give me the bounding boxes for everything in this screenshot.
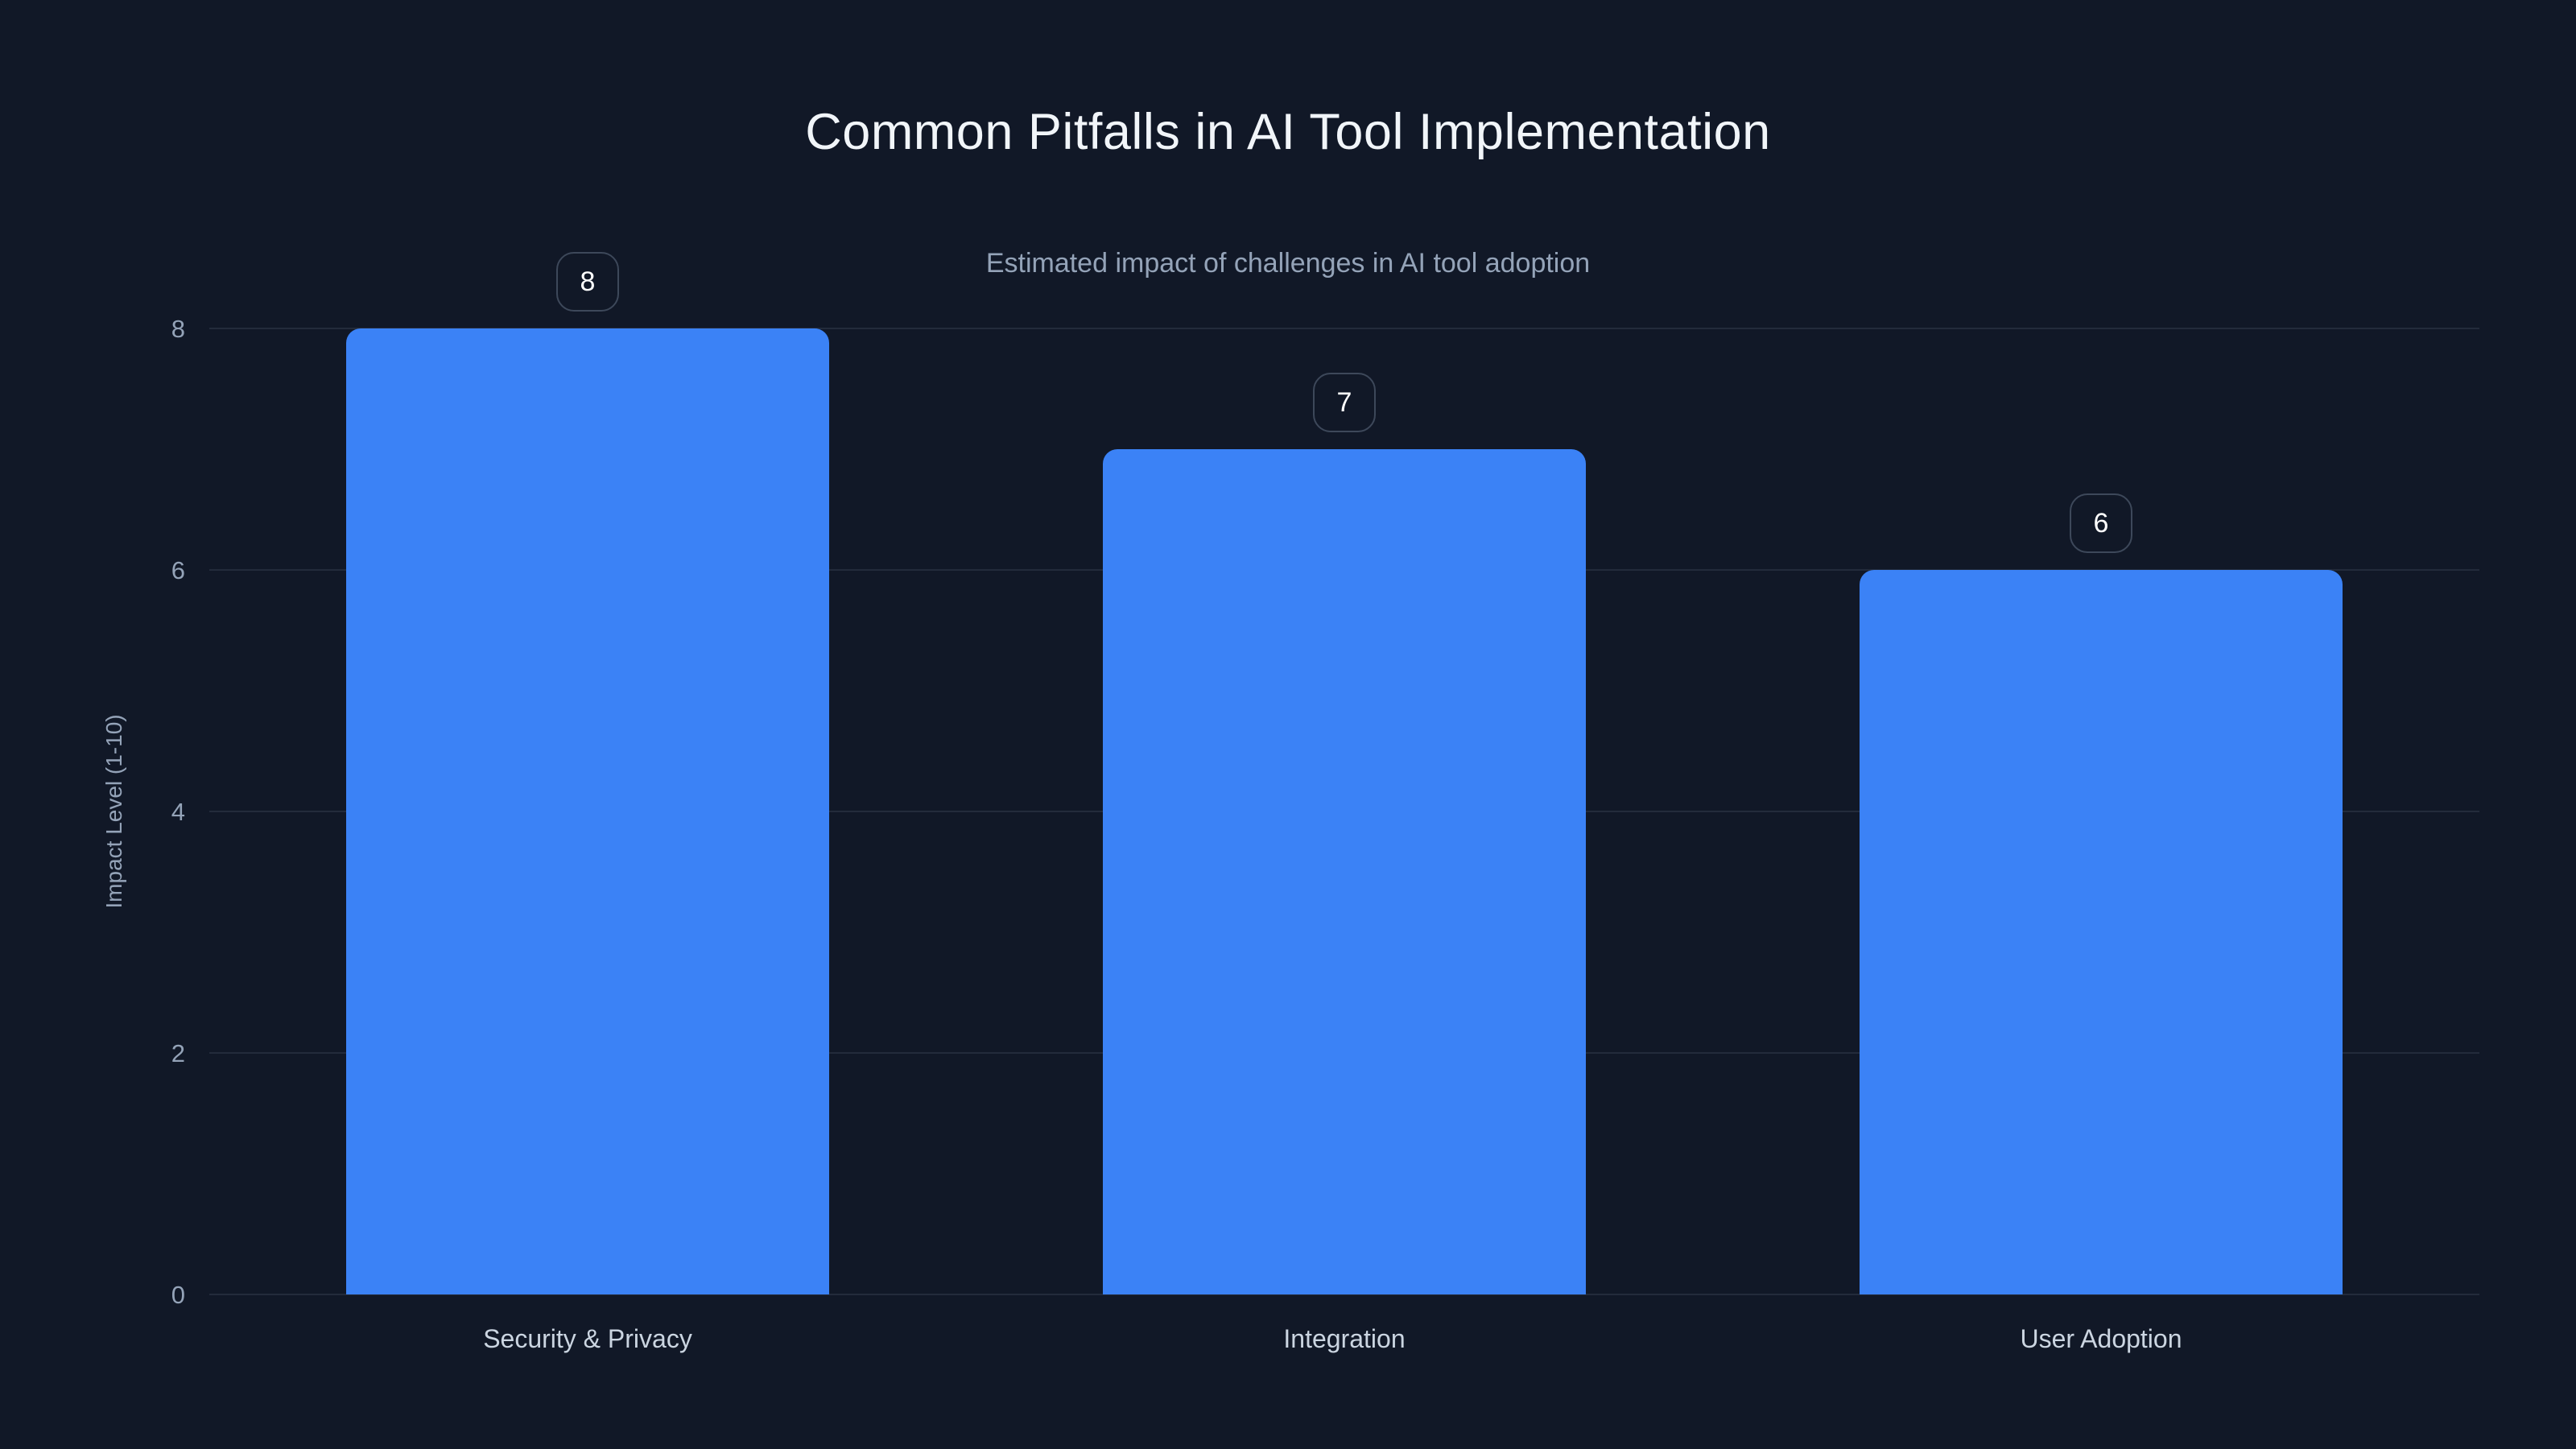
- value-badge-user-adoption: 6: [2070, 493, 2132, 553]
- y-tick-label-6: 6: [171, 555, 185, 584]
- bar-integration[interactable]: [1103, 449, 1586, 1294]
- x-axis-label-security-privacy: Security & Privacy: [483, 1324, 692, 1353]
- x-axis-label-user-adoption: User Adoption: [2020, 1324, 2182, 1353]
- gridline-0: [209, 1294, 2479, 1295]
- chart-subtitle: Estimated impact of challenges in AI too…: [985, 248, 1591, 279]
- value-badge-security-privacy: 8: [556, 252, 619, 312]
- y-tick-label-4: 4: [171, 797, 185, 826]
- gridline-8: [209, 328, 2479, 329]
- bar-user-adoption[interactable]: [1860, 570, 2343, 1294]
- x-axis-label-integration: Integration: [1283, 1324, 1406, 1353]
- chart-title: Common Pitfalls in AI Tool Implementatio…: [805, 104, 1771, 160]
- bar-security-privacy[interactable]: [346, 328, 829, 1294]
- y-tick-label-0: 0: [171, 1280, 185, 1309]
- value-badge-integration: 7: [1313, 373, 1376, 432]
- y-tick-label-2: 2: [171, 1038, 185, 1067]
- y-tick-label-8: 8: [171, 314, 185, 343]
